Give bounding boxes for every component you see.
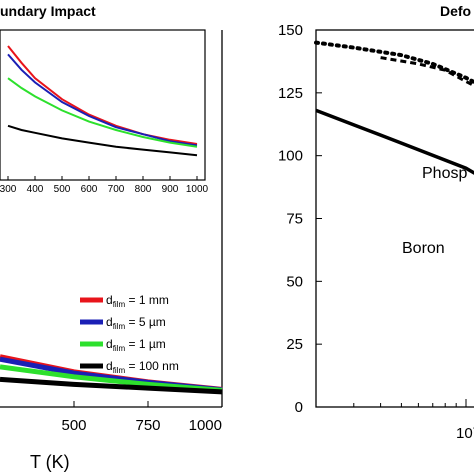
inset-x-ticks: 300 400 500 600 700 800 900 1000 (0, 176, 209, 195)
legend-label: dfilm = 5 µm (106, 315, 166, 331)
left-series-line (0, 376, 223, 395)
left-x-ticks: 500 750 1000 (61, 401, 223, 434)
right-y-tick-label: 150 (278, 22, 303, 39)
left-series-line (0, 364, 223, 393)
inset-x-tick-label: 400 (27, 184, 44, 195)
left-x-tick-label: 750 (135, 417, 160, 434)
right-y-tick-label: 25 (286, 336, 303, 353)
inset-chart: 300 400 500 600 700 800 900 1000 (0, 29, 209, 195)
legend-label: dfilm = 100 nm (106, 359, 179, 375)
right-plot-frame (315, 29, 474, 408)
inset-series-group (7, 45, 198, 157)
inset-x-tick-label: 1000 (186, 184, 209, 195)
inset-series-line (7, 53, 198, 147)
right-series-line-dotted (314, 40, 474, 85)
inset-series-line (7, 77, 198, 148)
right-x-ticks: 10-4 (315, 399, 474, 442)
right-chart: Defo 0 25 50 75 100 125 150 10-4 Phosp Boron (278, 3, 474, 442)
right-chart-title: Defo (440, 3, 471, 19)
inset-x-tick-label: 800 (135, 184, 152, 195)
right-series-line-solid (315, 108, 474, 175)
inset-x-tick-label: 300 (0, 184, 17, 195)
inset-x-tick-label: 700 (108, 184, 125, 195)
legend-label: dfilm = 1 µm (106, 337, 166, 353)
right-x-tick-label: 10-4 (456, 422, 474, 442)
legend-label: dfilm = 1 mm (106, 293, 169, 309)
annotation-boron: Boron (402, 240, 445, 257)
inset-x-tick-label: 500 (54, 184, 71, 195)
inset-series-line (7, 124, 198, 157)
right-y-tick-label: 100 (278, 148, 303, 165)
legend: dfilm = 1 mm dfilm = 5 µm dfilm = 1 µm dfil… (80, 293, 179, 375)
left-plot-frame (0, 30, 223, 408)
right-y-tick-label: 75 (286, 211, 303, 228)
left-chart: undary Impact 500 750 1000 T (K) 300 400 500… (0, 3, 223, 472)
inset-x-tick-label: 600 (81, 184, 98, 195)
right-y-tick-label: 50 (286, 273, 303, 290)
left-x-tick-label: 500 (61, 417, 86, 434)
right-series-line-dashed (380, 56, 474, 88)
inset-x-tick-label: 900 (162, 184, 179, 195)
right-series-group (314, 40, 474, 175)
left-x-axis-label: T (K) (30, 452, 70, 472)
left-series-group (0, 354, 223, 395)
right-y-tick-label: 125 (278, 85, 303, 102)
right-y-ticks: 0 25 50 75 100 125 150 (278, 22, 322, 416)
inset-frame (0, 29, 206, 181)
annotation-phosp: Phosp (422, 165, 467, 182)
left-chart-title: undary Impact (0, 3, 96, 19)
left-x-tick-label: 1000 (189, 417, 222, 434)
right-y-tick-label: 0 (295, 399, 303, 416)
